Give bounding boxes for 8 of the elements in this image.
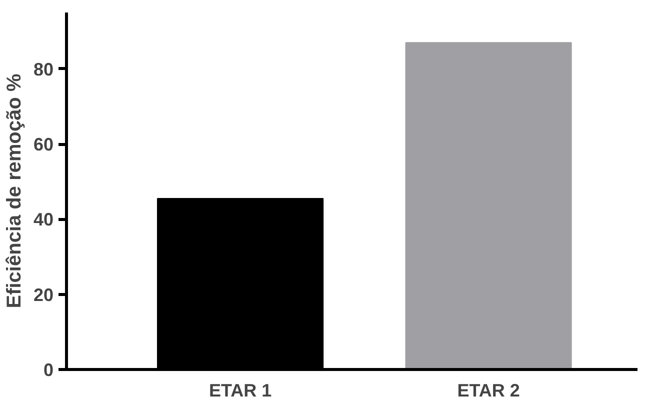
y-tick-label: 60 bbox=[33, 134, 54, 155]
y-tick-label: 40 bbox=[33, 210, 54, 230]
y-tick-label: 80 bbox=[33, 59, 54, 80]
y-axis-title: Eficiência de remoção % bbox=[3, 74, 26, 308]
x-tick-label: ETAR 1 bbox=[208, 380, 272, 400]
y-tick-label: 20 bbox=[33, 284, 54, 305]
y-tick-label: 0 bbox=[43, 360, 54, 380]
x-tick-label: ETAR 2 bbox=[457, 380, 520, 400]
